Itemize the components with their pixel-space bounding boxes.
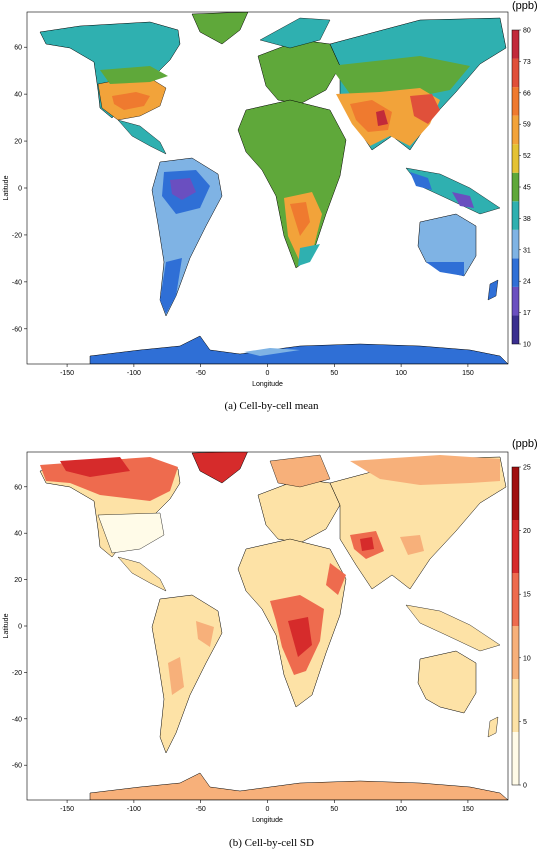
- x-tick-label: -50: [196, 370, 206, 377]
- x-tick-label: -100: [127, 370, 141, 377]
- axes-sd: -150 -100 -50 0 50 100 150 60 40 20 0 -20 -40 -60 Long…: [3, 484, 474, 824]
- legend-break-label: 73: [523, 59, 531, 66]
- x-axis-title: Longitude: [252, 817, 283, 824]
- legend-swatch: [512, 732, 519, 785]
- legend-break-label: 24: [523, 279, 531, 286]
- axes-mean: -150 -100 -50 0 50 100 150 60 40 20 0 -20 -40 -60 Long…: [3, 45, 474, 388]
- y-tick-label: 60: [14, 45, 22, 52]
- y-tick-label: -40: [12, 279, 22, 286]
- continents-sd: [39, 452, 508, 800]
- continents-mean: [39, 12, 508, 364]
- x-tick-label: -100: [127, 806, 141, 813]
- x-axis-title: Longitude: [252, 381, 283, 388]
- legend-swatch: [512, 679, 519, 732]
- panel-mean: -150 -100 -50 0 50 100 150 60 40 20 0 -20 -40 -60 Long…: [3, 0, 538, 412]
- panel-sd: -150 -100 -50 0 50 100 150 60 40 20 0 -20 -40 -60 Long…: [0, 425, 543, 850]
- y-tick-label: 20: [14, 577, 22, 584]
- legend-swatch: [512, 201, 519, 230]
- y-tick-label: 20: [14, 139, 22, 146]
- y-tick-label: 0: [18, 624, 22, 631]
- legend-break-label: 59: [523, 122, 531, 129]
- legend-swatch: [512, 286, 519, 316]
- legend-break-label: 5: [523, 719, 527, 726]
- y-tick-label: 60: [14, 484, 22, 491]
- y-tick-label: 0: [18, 186, 22, 193]
- legend-swatch: [512, 172, 519, 202]
- legend-swatch: [512, 258, 519, 287]
- y-tick-label: -20: [12, 232, 22, 239]
- mean-map: -150 -100 -50 0 50 100 150 60 40 20 0 -20 -40 -60 Long…: [3, 0, 538, 388]
- legend-break-label: 66: [523, 90, 531, 97]
- x-tick-label: 50: [330, 370, 338, 377]
- legend-break-label: 17: [523, 310, 531, 317]
- legend-swatch: [512, 115, 519, 145]
- x-tick-label: -150: [60, 806, 74, 813]
- legend-swatch: [512, 30, 519, 59]
- y-tick-label: -60: [12, 326, 22, 333]
- sd-map: -150 -100 -50 0 50 100 1506040200-20-40-60Long…: [3, 438, 538, 824]
- legend-swatch: [512, 520, 519, 573]
- legend-break-label: 0: [523, 783, 527, 790]
- legend-sd: 0 5 10 15 20 25 (ppb): [511, 438, 538, 790]
- legend-swatch: [512, 573, 519, 626]
- x-tick-label: -50: [196, 806, 206, 813]
- legend-frame: [511, 466, 520, 786]
- x-tick-label: 150: [462, 370, 474, 377]
- legend-swatch: [512, 87, 519, 116]
- caption-mean: (a) Cell-by-cell mean: [224, 400, 319, 412]
- x-tick-label: 100: [395, 806, 407, 813]
- y-tick-label: -20: [12, 670, 22, 677]
- legend-break-label: 52: [523, 153, 531, 160]
- y-tick-label: 40: [14, 92, 22, 99]
- y-axis-title: Latitude: [3, 613, 10, 638]
- unit-label: (ppb): [512, 438, 538, 450]
- legend-swatch: [512, 315, 519, 344]
- legend-break-label: 80: [523, 28, 531, 35]
- legend-break-label: 15: [523, 592, 531, 599]
- y-tick-label: 40: [14, 531, 22, 538]
- legend-break-label: 45: [523, 185, 531, 192]
- legend-break-label: 10: [523, 342, 531, 349]
- legend-break-label: 20: [523, 528, 531, 535]
- legend-swatch: [512, 626, 519, 679]
- x-tick-label: 0: [266, 806, 270, 813]
- legend-swatch: [512, 229, 519, 259]
- legend-break-label: 31: [523, 247, 531, 254]
- x-tick-label: 150: [462, 806, 474, 813]
- y-tick-label: -40: [12, 716, 22, 723]
- legend-swatch: [512, 144, 519, 173]
- x-tick-label: 100: [395, 370, 407, 377]
- legend-swatch: [512, 58, 519, 88]
- legend-break-label: 10: [523, 655, 531, 662]
- unit-label: (ppb): [512, 0, 538, 12]
- x-tick-label: -150: [60, 370, 74, 377]
- legend-mean: 10 17 24 31 38 45 52 59 66 73 80 (ppb): [511, 0, 538, 349]
- legend-break-label: 25: [523, 465, 531, 472]
- x-tick-label: 0: [266, 370, 270, 377]
- legend-break-label: 38: [523, 216, 531, 223]
- legend-swatch: [512, 467, 519, 520]
- x-tick-label: 50: [330, 806, 338, 813]
- caption-sd: (b) Cell-by-cell SD: [229, 837, 314, 849]
- y-tick-label: -60: [12, 763, 22, 770]
- y-axis-title: Latitude: [3, 175, 10, 200]
